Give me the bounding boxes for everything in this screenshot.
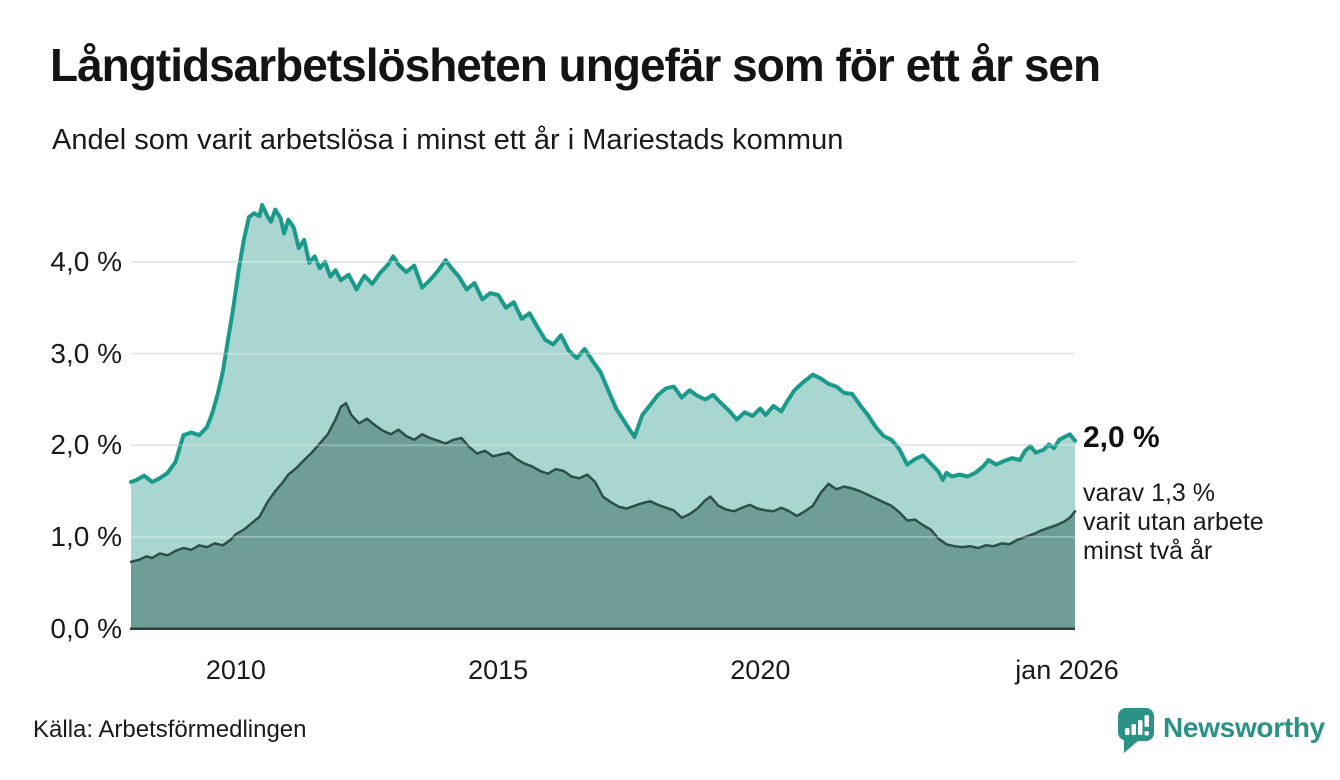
y-axis-label: 3,0 % xyxy=(50,337,122,369)
y-axis-label: 1,0 % xyxy=(50,521,122,552)
annotation-latest-value: 2,0 % xyxy=(1083,421,1160,454)
x-axis-label: 2015 xyxy=(468,655,529,685)
chart-speech-bubble-icon xyxy=(1118,708,1154,753)
page-title: Långtidsarbetslösheten ungefär som för e… xyxy=(50,39,1101,91)
x-axis-label: 2020 xyxy=(730,655,791,685)
page-subtitle: Andel som varit arbetslösa i minst ett å… xyxy=(52,124,844,156)
newsworthy-wordmark: Newsworthy xyxy=(1163,712,1325,743)
source-text: Källa: Arbetsförmedlingen xyxy=(33,716,307,743)
x-axis-label: jan 2026 xyxy=(1015,655,1119,685)
y-axis-label: 2,0 % xyxy=(50,429,122,461)
newsworthy-logo: Newsworthy xyxy=(1117,708,1325,756)
annotation-two-year-detail: varav 1,3 % varit utan arbete minst två … xyxy=(1083,479,1264,565)
y-axis-label: 4,0 % xyxy=(50,245,122,277)
x-axis-label: 2010 xyxy=(205,655,266,685)
y-axis-label: 0,0 % xyxy=(50,612,122,644)
